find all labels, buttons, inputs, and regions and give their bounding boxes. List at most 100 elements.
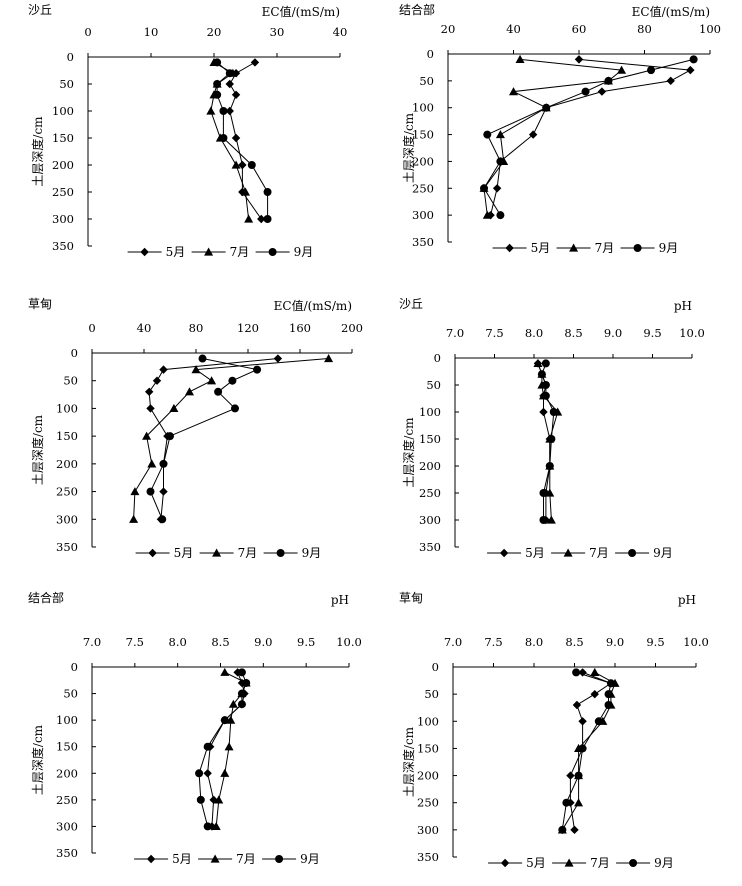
data-point — [495, 130, 505, 139]
data-point — [509, 87, 518, 96]
legend-marker — [212, 548, 222, 557]
x-tick-label: 10.0 — [679, 326, 705, 340]
legend-label: 9月 — [302, 546, 322, 560]
x-tick-label: 9.0 — [606, 635, 624, 649]
data-point — [220, 768, 230, 777]
data-point — [147, 459, 157, 468]
x-tick-label: 9.5 — [297, 635, 315, 649]
x-tick-label: 40 — [137, 321, 152, 335]
data-point — [597, 87, 607, 96]
legend-marker — [505, 243, 514, 253]
x-tick-label: 100 — [699, 22, 721, 36]
y-tick-label: 250 — [52, 185, 74, 199]
data-point — [231, 160, 241, 169]
chart-panel-1: 沙丘 EC值/(mS/m) 土层深度/cm 0 10 20 30 40 0 50 100 150 200… — [0, 0, 371, 298]
data-point — [207, 376, 217, 385]
x-axis-label: pH — [674, 299, 692, 313]
x-tick-label: 9.5 — [646, 635, 664, 649]
chart-6-svg: 草甸 pH 土层深度/cm 7.0 7.5 8.0 8.5 9.0 9.5 10.0 0 50 100 1… — [399, 591, 709, 870]
y-tick-label: 200 — [412, 154, 434, 168]
data-point — [237, 700, 246, 709]
chart-1-svg: 沙丘 EC值/(mS/m) 土层深度/cm 0 10 20 30 40 0 50 100 150 200… — [28, 3, 347, 259]
data-point — [581, 87, 590, 96]
y-tick-label: 150 — [419, 432, 441, 446]
legend-label: 9月 — [654, 856, 674, 870]
y-tick-label: 200 — [419, 459, 441, 473]
y-tick-label: 300 — [56, 512, 78, 526]
data-point — [219, 134, 228, 142]
y-tick-label: 50 — [419, 74, 434, 88]
y-tick-label: 200 — [417, 769, 439, 783]
data-point — [617, 65, 627, 74]
x-tick-label: 8.5 — [211, 635, 229, 649]
legend-label: 5月 — [526, 856, 546, 870]
data-point — [211, 821, 221, 831]
series-3 — [213, 58, 272, 223]
legend-label: 5月 — [531, 241, 551, 255]
x-tick-label: 7.5 — [485, 326, 503, 340]
data-point — [231, 90, 241, 99]
x-tick-label: 7.0 — [83, 635, 101, 649]
data-point — [541, 391, 550, 400]
data-point — [247, 161, 256, 169]
y-tick-label: 150 — [56, 429, 78, 443]
data-point — [515, 54, 525, 63]
x-tick-label: 40 — [506, 22, 521, 36]
y-axis-label: 土层深度/cm — [401, 726, 416, 797]
y-tick-label: 100 — [52, 104, 74, 118]
data-point — [219, 107, 228, 115]
x-axis-label: EC值/(mS/m) — [274, 298, 352, 313]
x-tick-label: 8.5 — [565, 635, 583, 649]
data-point — [541, 359, 550, 368]
data-point — [483, 130, 492, 139]
x-axis-label: pH — [678, 593, 696, 607]
y-tick-label: 100 — [417, 714, 439, 728]
y-tick-label: 250 — [412, 181, 434, 195]
x-tick-label: 0 — [88, 321, 95, 335]
y-tick-label: 100 — [419, 405, 441, 419]
data-point — [203, 742, 212, 751]
legend-marker — [628, 549, 637, 557]
data-point — [604, 76, 613, 85]
data-point — [203, 822, 212, 831]
data-point — [228, 376, 237, 385]
x-tick-label: 10.0 — [683, 635, 709, 649]
x-tick-label: 9.0 — [604, 326, 622, 340]
data-point — [570, 825, 579, 835]
data-point — [196, 795, 205, 804]
y-tick-label: 0 — [71, 346, 78, 360]
data-point — [545, 462, 554, 470]
legend-marker — [276, 549, 285, 557]
series-1 — [486, 55, 695, 220]
y-tick-label: 300 — [419, 513, 441, 527]
series-2 — [129, 354, 334, 523]
data-point — [145, 387, 154, 396]
legend-marker — [569, 243, 579, 252]
x-tick-label: 80 — [637, 22, 652, 36]
y-tick-label: 50 — [426, 378, 441, 392]
legend-marker — [148, 548, 157, 558]
y-axis-label: 土层深度/cm — [401, 417, 416, 488]
series-1 — [225, 58, 266, 224]
y-tick-label: 350 — [419, 540, 441, 554]
chart-title: 沙丘 — [399, 297, 423, 311]
legend-marker — [499, 548, 509, 558]
y-tick-label: 350 — [56, 846, 78, 860]
data-point — [253, 365, 262, 374]
data-point — [539, 489, 548, 497]
legend: 5月 7月 9月 — [127, 245, 314, 259]
chart-panel-2: 结合部 EC值/(mS/m) 土层深度/cm 20 40 60 80 100 0 50 100 150… — [371, 0, 742, 298]
data-point — [231, 133, 241, 143]
legend-label: 9月 — [294, 245, 314, 259]
x-tick-label: 120 — [237, 321, 259, 335]
y-tick-label: 100 — [56, 401, 78, 415]
legend-label: 5月 — [166, 245, 186, 259]
x-tick-label: 7.0 — [444, 635, 462, 649]
y-tick-label: 0 — [434, 351, 441, 365]
data-point — [129, 514, 139, 523]
data-point — [214, 795, 224, 804]
data-point — [590, 689, 599, 699]
series-2 — [479, 54, 627, 219]
y-tick-label: 0 — [427, 47, 434, 61]
data-point — [191, 365, 201, 374]
